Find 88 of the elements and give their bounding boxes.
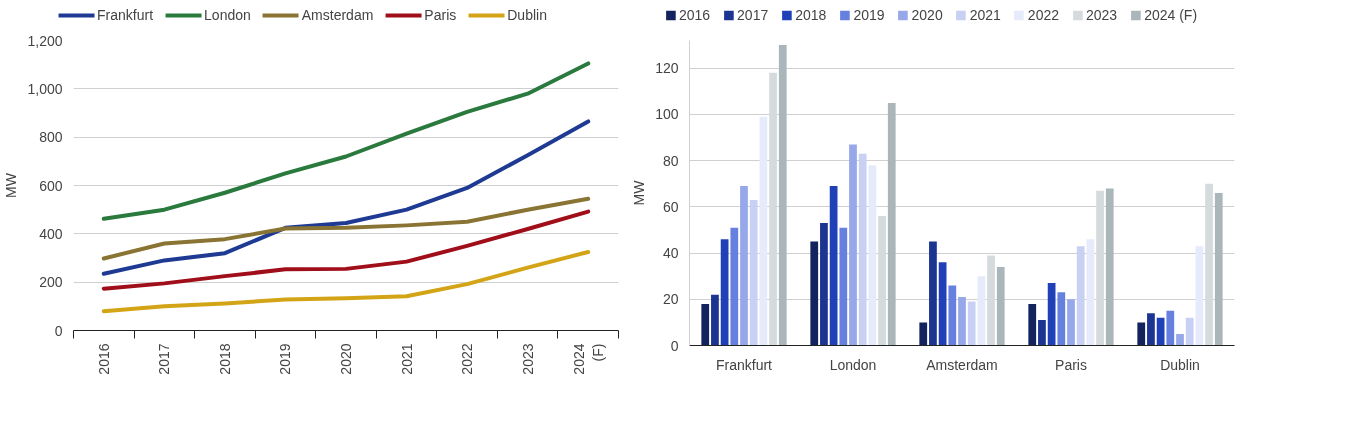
line-series [101, 196, 591, 261]
bar [1067, 299, 1075, 346]
y-tick-label: 60 [662, 198, 679, 215]
x-tick-label: London [829, 356, 877, 373]
bar [929, 241, 937, 346]
x-tick-label: Paris [1055, 356, 1087, 373]
bar [849, 144, 857, 346]
bar [730, 227, 739, 346]
legend-label: Paris [424, 7, 457, 23]
x-tick-label: 2023 [519, 343, 536, 375]
bar [1105, 188, 1114, 346]
legend-label: 2017 [737, 7, 769, 23]
bar [1214, 193, 1223, 346]
bar [977, 276, 986, 346]
x-tick-label: 2017 [156, 343, 173, 375]
legend-label: 2019 [853, 7, 885, 23]
y-tick-label: 600 [39, 177, 63, 194]
x-tick-label: 2020 [338, 343, 354, 375]
legend-label: London [204, 7, 251, 23]
x-tick-label: 2019 [277, 343, 294, 375]
y-tick-label: 0 [670, 337, 679, 354]
bar [1038, 320, 1046, 346]
bar [701, 303, 710, 346]
bar [1176, 333, 1184, 346]
legend-label: 2023 [1086, 7, 1118, 23]
x-tick-label: Frankfurt [715, 356, 773, 373]
bar [868, 165, 877, 346]
bar [887, 102, 896, 346]
bar [759, 116, 768, 346]
x-tick-label: Dublin [1160, 356, 1200, 373]
bar [919, 322, 928, 346]
bar [1166, 310, 1175, 346]
legend-label: Frankfurt [97, 7, 154, 23]
legend-label: 2020 [911, 7, 943, 23]
bar [938, 262, 947, 346]
bar [1057, 292, 1066, 346]
legend-label: Amsterdam [301, 7, 374, 23]
bar [996, 266, 1005, 346]
x-tick-label: 2022 [459, 343, 476, 375]
bar [1076, 246, 1085, 346]
legend-label: Dublin [507, 7, 547, 23]
bar [1028, 303, 1037, 346]
bar [858, 153, 867, 346]
y-axis-title: MW [3, 172, 20, 198]
y-tick-label: 0 [54, 322, 63, 339]
bar [1047, 283, 1056, 346]
legend-label: 2024 (F) [1144, 7, 1198, 23]
y-tick-label: 80 [662, 152, 679, 169]
legend-label: 2022 [1027, 7, 1060, 23]
bar [839, 227, 848, 346]
x-tick-label: Amsterdam [926, 356, 998, 373]
y-tick-label: 400 [39, 225, 63, 242]
bar [967, 301, 976, 346]
y-axis-title: MW [631, 179, 648, 206]
bar [1195, 246, 1204, 346]
bar [1185, 317, 1194, 346]
legend-label: 2021 [969, 7, 1001, 23]
y-tick-label: 100 [655, 106, 679, 123]
bar [778, 45, 787, 346]
x-tick-label: 2021 [398, 343, 415, 375]
legend-label: 2016 [678, 7, 711, 23]
y-tick-label: 20 [662, 291, 679, 308]
bar [720, 239, 729, 346]
bar [1086, 239, 1095, 346]
y-tick-label: 200 [39, 274, 63, 291]
y-tick-label: 120 [655, 60, 679, 77]
line-series [101, 61, 591, 221]
bar [948, 285, 957, 346]
line-series [101, 209, 591, 291]
bar [1137, 322, 1146, 346]
bar [958, 296, 966, 346]
bar [810, 241, 819, 346]
bar [820, 223, 828, 346]
bar [749, 199, 758, 346]
bar [740, 186, 748, 346]
line-series [101, 119, 591, 276]
y-tick-label: 1,000 [27, 80, 63, 97]
bar [1147, 313, 1155, 346]
bar [829, 186, 838, 346]
legend-label: 2018 [795, 7, 827, 23]
y-tick-label: 40 [662, 245, 679, 262]
line-series [101, 249, 591, 314]
x-tick-label: 2018 [216, 343, 233, 375]
y-tick-label: 800 [39, 129, 63, 146]
y-tick-label: 1,200 [27, 32, 63, 49]
x-tick-label: 2024 (F) [570, 343, 606, 375]
x-tick-label: 2016 [95, 343, 112, 375]
bar [711, 294, 719, 346]
